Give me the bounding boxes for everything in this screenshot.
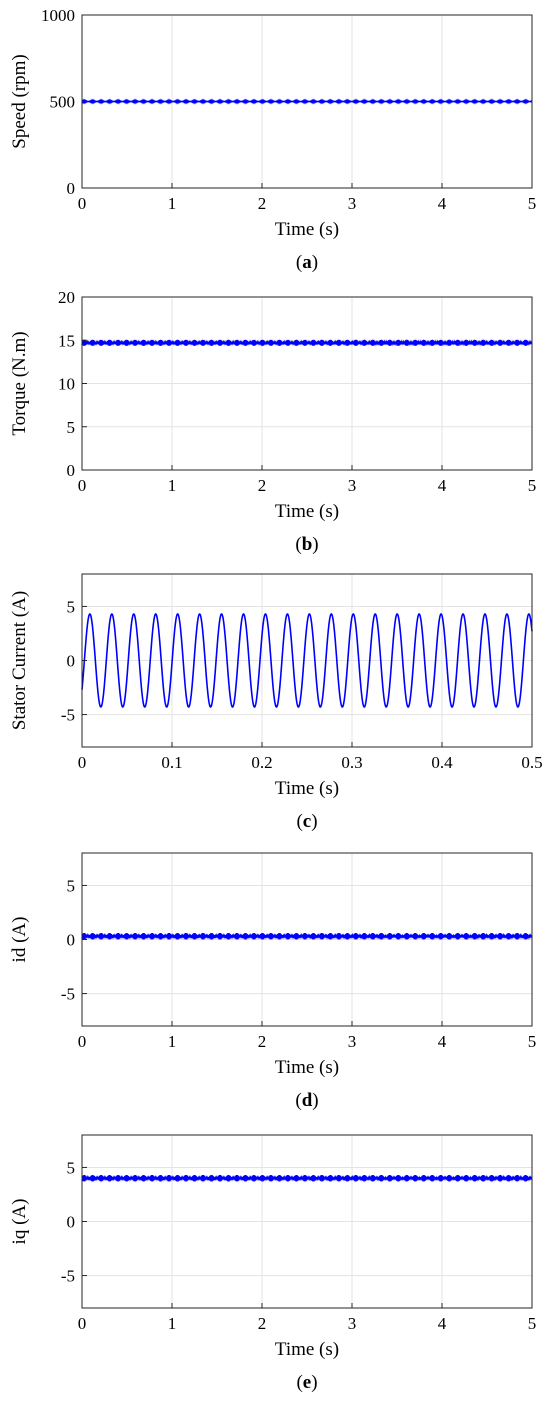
x-tick-label: 0.4 [431,753,453,772]
x-axis-label: Time (s) [275,219,339,240]
subfigure-caption: (c) [296,811,317,832]
y-tick-label: 0 [67,461,76,480]
x-tick-label: 5 [528,476,537,495]
x-tick-label: 5 [528,1032,537,1051]
series-line [81,1174,533,1182]
y-tick-label: -5 [61,985,75,1004]
y-tick-label: 10 [58,375,75,394]
series-line [81,339,533,347]
chart-a: 0 1 2 3 4 5 0 500 1000 Time (s) Speed (rpm) (a) [9,6,536,273]
x-tick-label: 1 [168,1032,177,1051]
y-tick-label: 500 [50,93,76,112]
x-tick-label: 4 [438,1314,447,1333]
x-tick-label: 0 [78,1032,87,1051]
x-tick-label: 3 [348,476,357,495]
y-tick-label: -5 [61,706,75,725]
x-tick-label: 4 [438,476,447,495]
x-tick-label: 4 [438,194,447,213]
y-tick-label: 0 [67,1213,76,1232]
x-axis-label: Time (s) [275,1057,339,1078]
y-axis-label: iq (A) [9,1199,30,1245]
caption-letter: b [302,534,313,555]
series-line [81,613,533,708]
y-tick-label: 0 [67,179,76,198]
y-axis-label: id (A) [9,917,30,963]
x-tick-label: 1 [168,194,177,213]
subfigure-caption: (a) [296,252,318,273]
x-tick-label: 2 [258,194,267,213]
y-tick-label: 0 [67,931,76,950]
subfigure-caption: (b) [295,534,318,555]
y-tick-label: 20 [58,288,75,307]
series-line [81,932,533,940]
x-tick-label: 0 [78,476,87,495]
x-tick-label: 0 [78,1314,87,1333]
x-tick-label: 5 [528,194,537,213]
x-tick-label: 2 [258,476,267,495]
x-tick-label: 3 [348,1314,357,1333]
y-tick-label: 5 [67,597,76,616]
y-tick-label: -5 [61,1267,75,1286]
y-tick-label: 5 [67,418,76,437]
y-tick-label: 15 [58,331,75,350]
caption-letter: a [302,252,312,273]
caption-letter: c [303,811,311,832]
x-tick-label: 0.3 [341,753,362,772]
subfigure-caption: (d) [295,1090,318,1111]
x-tick-label: 5 [528,1314,537,1333]
chart-b: 0 1 2 3 4 5 0 5 10 15 20 Time (s) Torque (N.m) (b) [9,288,536,555]
chart-d: 0 1 2 3 4 5 -5 0 5 Time (s) id (A) (d) [9,852,537,1111]
x-tick-label: 3 [348,1032,357,1051]
chart-c: 0 0.1 0.2 0.3 0.4 0.5 -5 0 5 Time (s) Stator Curre… [9,573,543,832]
y-axis-label: Speed (rpm) [9,54,30,148]
y-axis-label: Stator Current (A) [9,591,30,730]
caption-letter: e [303,1372,311,1393]
x-tick-label: 0 [78,194,87,213]
x-tick-label: 0.2 [251,753,272,772]
chart-e: 0 1 2 3 4 5 -5 0 5 Time (s) iq (A) (e) [9,1134,537,1393]
y-tick-label: 1000 [41,6,75,25]
x-tick-label: 2 [258,1032,267,1051]
x-tick-label: 4 [438,1032,447,1051]
y-tick-label: 0 [67,652,76,671]
x-tick-label: 0 [78,753,87,772]
caption-letter: d [302,1090,313,1111]
x-tick-label: 3 [348,194,357,213]
x-tick-label: 1 [168,476,177,495]
x-axis-label: Time (s) [275,501,339,522]
y-tick-label: 5 [67,1158,76,1177]
y-tick-label: 5 [67,876,76,895]
x-tick-label: 2 [258,1314,267,1333]
subfigure-caption: (e) [296,1372,317,1393]
x-tick-label: 0.1 [161,753,182,772]
x-axis-label: Time (s) [275,1339,339,1360]
x-tick-label: 0.5 [521,753,542,772]
y-axis-label: Torque (N.m) [9,331,30,435]
x-axis-label: Time (s) [275,778,339,799]
x-tick-label: 1 [168,1314,177,1333]
series-line [81,98,533,105]
